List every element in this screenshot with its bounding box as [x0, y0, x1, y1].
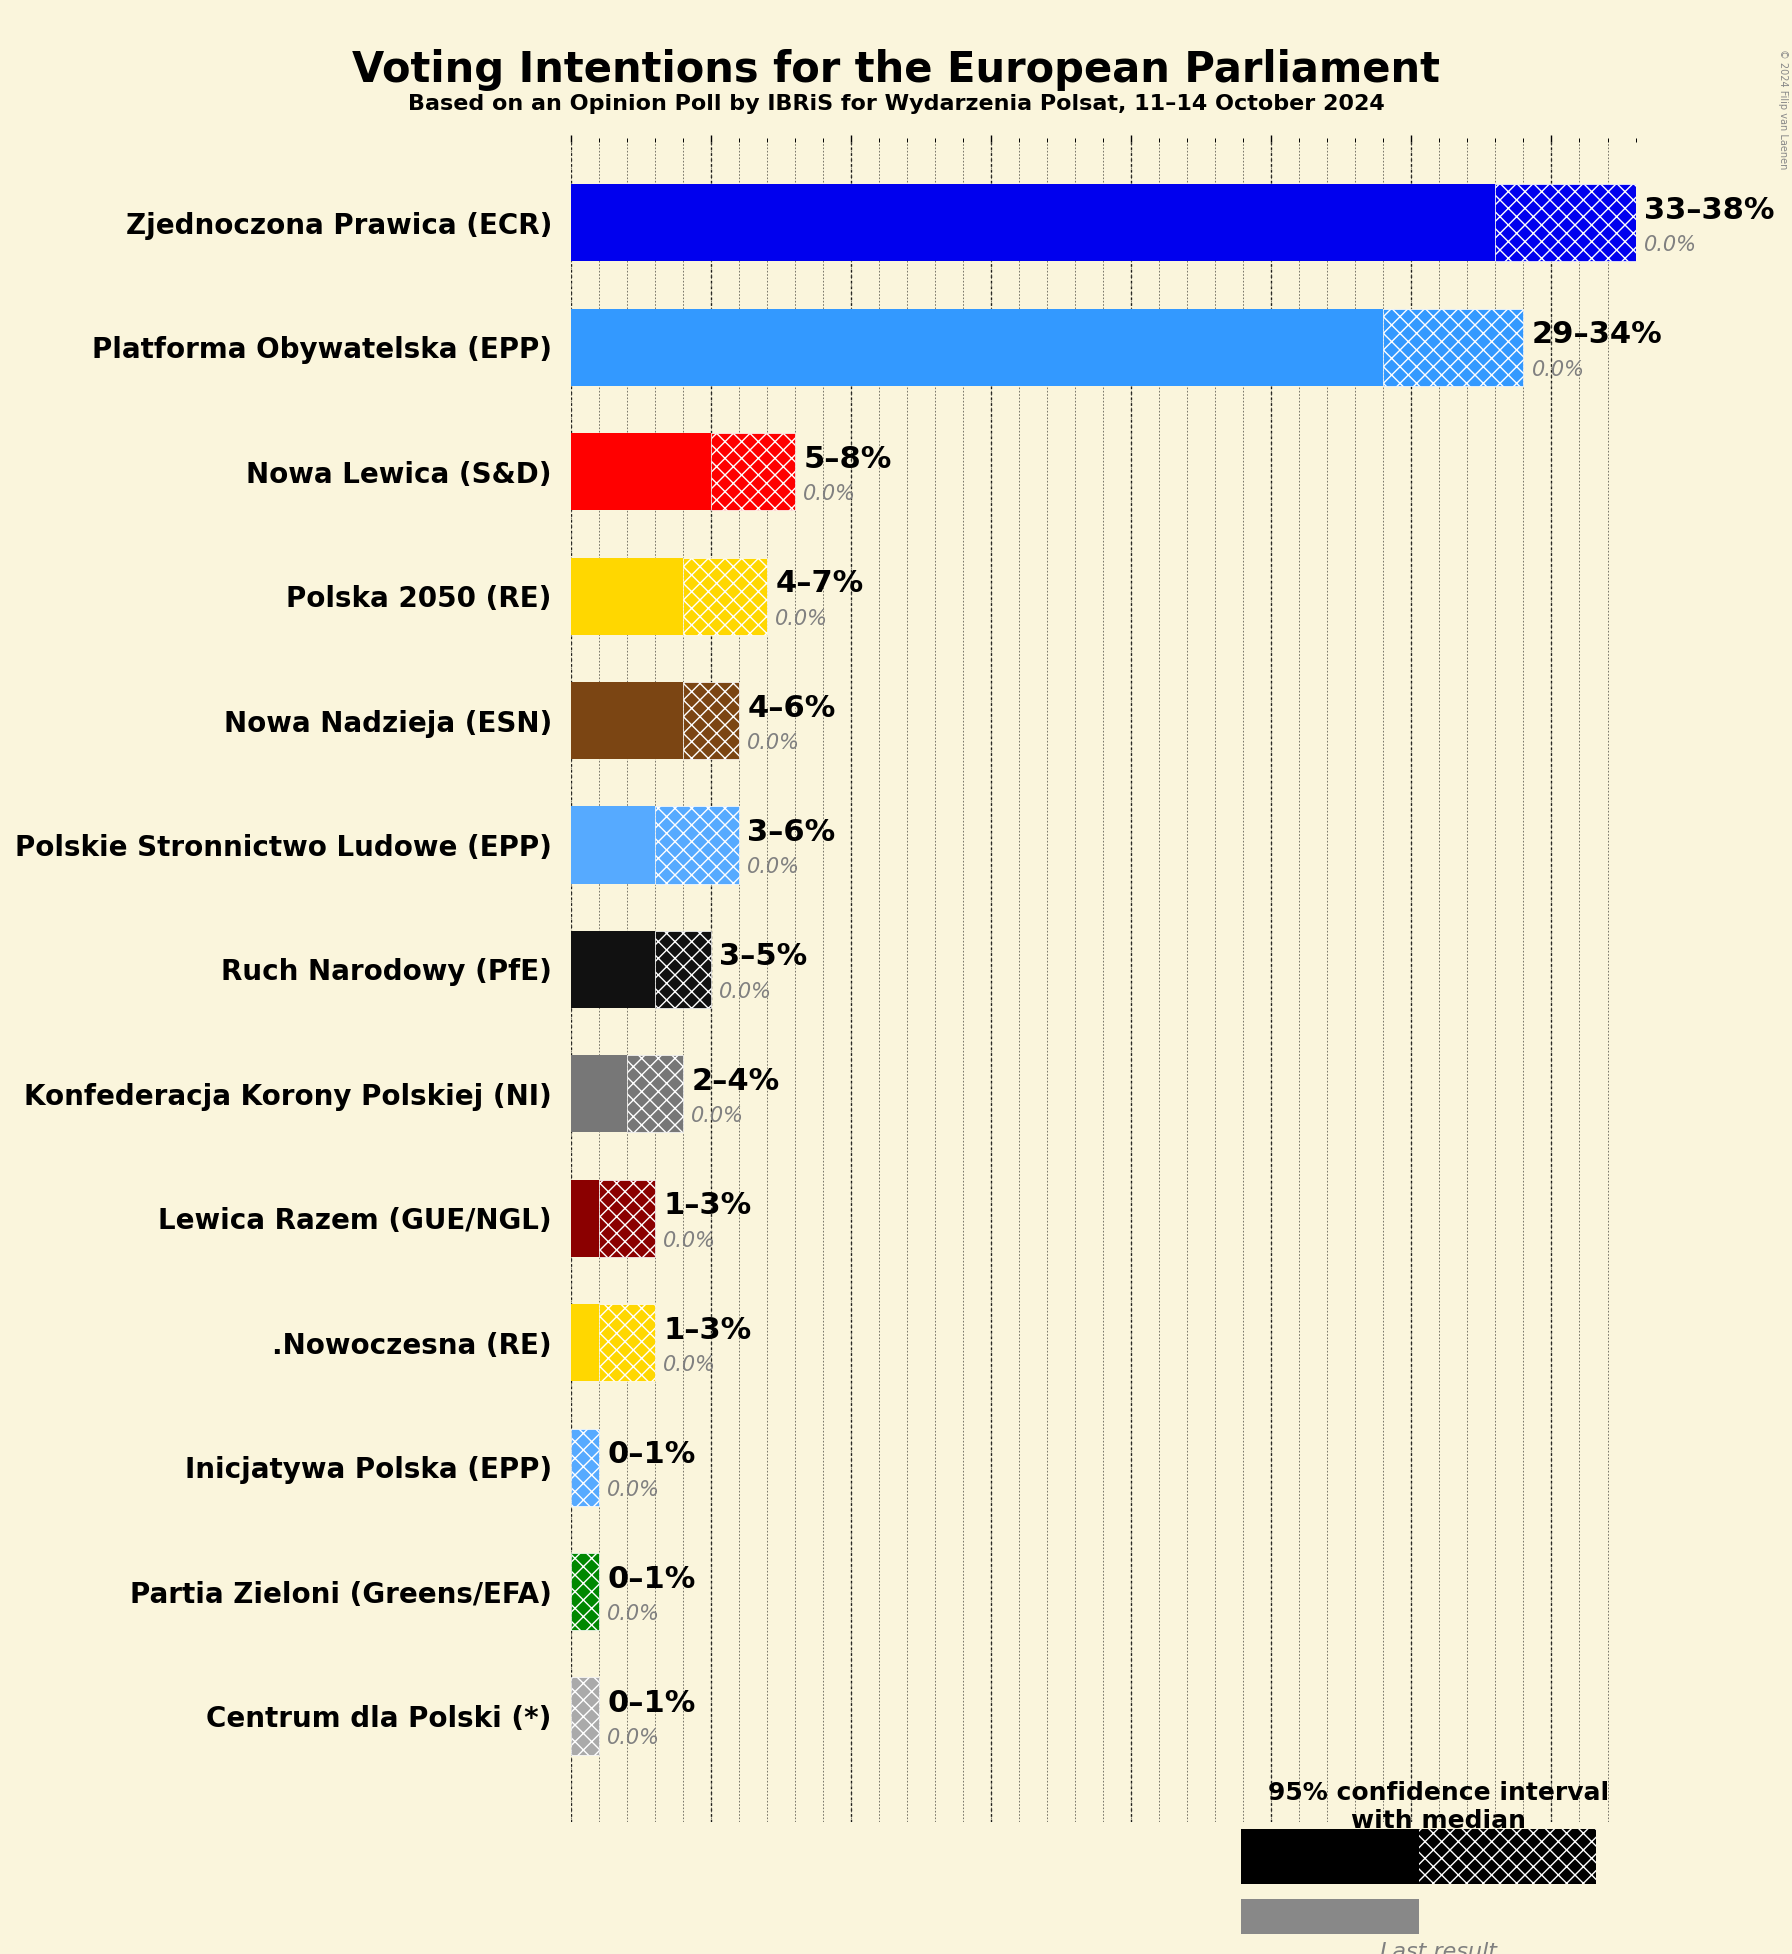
Bar [570, 1303, 599, 1381]
Bar [711, 434, 796, 510]
Bar [570, 1428, 599, 1507]
Bar [1383, 309, 1523, 385]
Bar [570, 184, 1495, 262]
Bar [599, 1180, 654, 1256]
Text: Last result: Last result [1380, 1942, 1496, 1954]
Bar [570, 930, 654, 1008]
Bar [627, 1055, 683, 1133]
Text: 0.0%: 0.0% [747, 733, 801, 752]
Text: 4–6%: 4–6% [747, 694, 835, 723]
Text: 0–1%: 0–1% [607, 1440, 695, 1469]
Bar [570, 1055, 627, 1133]
Text: 5–8%: 5–8% [803, 446, 892, 473]
Text: 0.0%: 0.0% [607, 1729, 659, 1749]
Bar [654, 930, 711, 1008]
Bar [1495, 184, 1636, 262]
Bar [570, 1180, 599, 1256]
Bar [570, 1553, 599, 1630]
Text: 0.0%: 0.0% [1532, 360, 1584, 379]
Text: 29–34%: 29–34% [1532, 320, 1663, 350]
Text: 95% confidence interval
with median: 95% confidence interval with median [1269, 1780, 1609, 1833]
Text: 0.0%: 0.0% [692, 1106, 744, 1126]
Text: 0.0%: 0.0% [1643, 234, 1697, 256]
Bar [570, 682, 683, 760]
Text: © 2024 Filip van Laenen: © 2024 Filip van Laenen [1778, 49, 1788, 170]
Bar [570, 1677, 599, 1755]
Text: 0.0%: 0.0% [607, 1604, 659, 1624]
Text: 0.0%: 0.0% [747, 858, 801, 877]
Text: 3–5%: 3–5% [719, 942, 808, 971]
Text: 0–1%: 0–1% [607, 1688, 695, 1718]
Text: 3–6%: 3–6% [747, 819, 835, 848]
Text: 33–38%: 33–38% [1643, 195, 1774, 225]
Text: Voting Intentions for the European Parliament: Voting Intentions for the European Parli… [351, 49, 1441, 90]
Text: 0.0%: 0.0% [663, 1356, 717, 1376]
Bar [599, 1303, 654, 1381]
Bar [570, 557, 683, 635]
Text: 1–3%: 1–3% [663, 1192, 751, 1221]
Text: Based on an Opinion Poll by IBRiS for Wydarzenia Polsat, 11–14 October 2024: Based on an Opinion Poll by IBRiS for Wy… [407, 94, 1385, 113]
Bar [654, 807, 738, 883]
Text: 1–3%: 1–3% [663, 1315, 751, 1344]
Text: 0.0%: 0.0% [663, 1231, 717, 1251]
Text: 4–7%: 4–7% [776, 569, 864, 598]
Bar [683, 682, 738, 760]
Text: 0–1%: 0–1% [607, 1565, 695, 1594]
Text: 0.0%: 0.0% [776, 608, 828, 629]
Text: 2–4%: 2–4% [692, 1067, 780, 1096]
Bar [570, 309, 1383, 385]
Bar [683, 557, 767, 635]
Text: 0.0%: 0.0% [803, 485, 857, 504]
Bar [570, 807, 654, 883]
Bar [570, 434, 711, 510]
Text: 0.0%: 0.0% [607, 1479, 659, 1499]
Text: 0.0%: 0.0% [719, 981, 772, 1002]
